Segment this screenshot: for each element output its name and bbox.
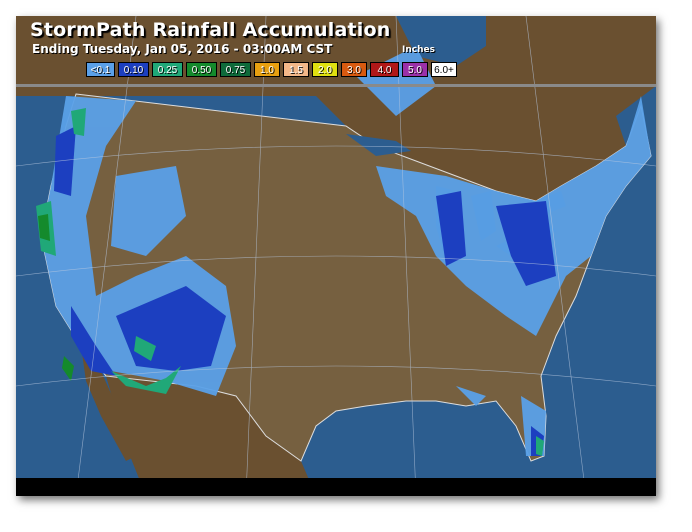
graticule — [16, 16, 656, 496]
map-title: StormPath Rainfall Accumulation — [30, 19, 391, 41]
legend-swatch: 0.10 — [118, 62, 149, 77]
baja — [81, 346, 136, 461]
legend-swatch: 4.0 — [370, 62, 399, 77]
legend-swatch: 1.0 — [254, 62, 280, 77]
mexico-land — [106, 376, 316, 496]
legend-swatch: 5.0 — [402, 62, 428, 77]
precip-0-50 — [38, 214, 74, 381]
legend-swatch: 1.5 — [283, 62, 309, 77]
legend: <0.1 0.10 0.25 0.50 0.75 1.0 1.5 2.0 3.0 4.0 5.0 6.… — [86, 62, 457, 77]
precip-0-25 — [36, 108, 544, 456]
legend-swatch: <0.1 — [86, 62, 115, 77]
units-label: Inches — [402, 45, 435, 55]
legend-swatch: 2.0 — [312, 62, 338, 77]
legend-swatch: 6.0+ — [431, 62, 457, 77]
legend-swatch: 0.25 — [152, 62, 183, 77]
map-subtitle: Ending Tuesday, Jan 05, 2016 - 03:00AM C… — [32, 42, 333, 56]
legend-swatch: 3.0 — [341, 62, 367, 77]
legend-swatch: 0.75 — [220, 62, 251, 77]
rainfall-map-image: StormPath Rainfall Accumulation Ending T… — [16, 16, 656, 496]
header-divider — [16, 84, 656, 87]
map-canvas — [16, 16, 656, 496]
footer-bar — [16, 478, 656, 496]
legend-swatch: 0.50 — [186, 62, 217, 77]
